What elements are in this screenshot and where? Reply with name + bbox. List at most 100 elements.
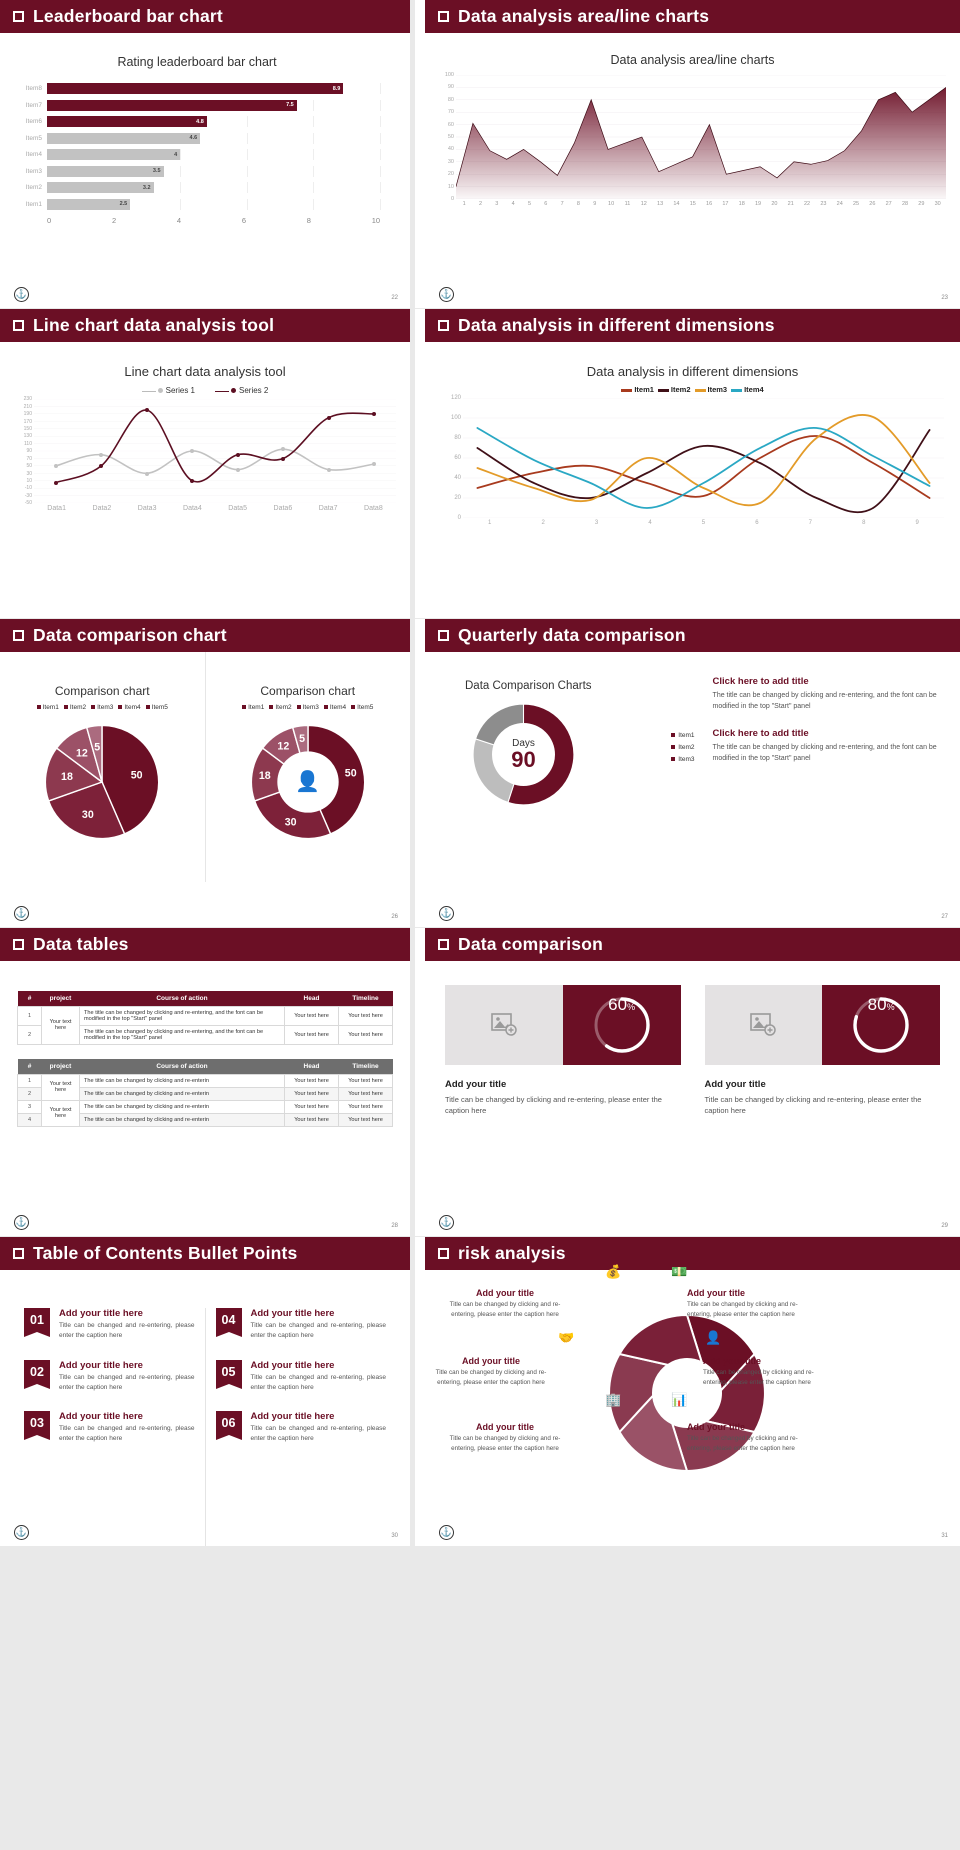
data-table-1[interactable]: # project Course of action Head Timeline 1 You… — [17, 990, 393, 1045]
risk-label[interactable]: Add your title Title can be changed by cl… — [447, 1422, 563, 1453]
svg-text:30: 30 — [284, 816, 296, 828]
bullet-square-icon — [13, 629, 24, 641]
legend-item[interactable]: Item3 — [671, 756, 695, 763]
table-row[interactable]: 4 The title can be changed by clicking an… — [17, 1112, 393, 1127]
card-title[interactable]: Add your title — [445, 1078, 507, 1090]
legend-item[interactable]: Item2 — [269, 704, 292, 711]
risk-title[interactable]: Add your title — [476, 1288, 534, 1299]
legend-item[interactable]: Item3 — [296, 704, 319, 711]
cell-action: The title can be changed by clicking and… — [79, 1005, 285, 1026]
toc-title[interactable]: Add your title here — [59, 1359, 143, 1371]
slide-linetool[interactable]: Line chart data analysis tool Line chart… — [0, 309, 410, 618]
toc-text: Title can be changed and re-entering, pl… — [250, 1425, 387, 1443]
card-title[interactable]: Add your title — [704, 1078, 766, 1090]
legend-item[interactable]: Item2 — [657, 385, 691, 394]
quarterly-donut-chart: Days 90 — [471, 702, 576, 807]
page-number: 26 — [391, 913, 398, 920]
slide-comparison[interactable]: Data comparison chart Comparison chart I… — [0, 618, 410, 927]
toc-item[interactable]: 05 Add your title here Title can be change… — [215, 1359, 386, 1393]
toc-title[interactable]: Add your title here — [250, 1308, 335, 1320]
legend-item[interactable]: Item4 — [323, 704, 346, 711]
risk-title[interactable]: Add your title — [476, 1422, 534, 1433]
percent-unit: % — [627, 1001, 636, 1012]
toc-title[interactable]: Add your title here — [250, 1411, 335, 1423]
slide-toc[interactable]: Table of Contents Bullet Points 01 Add yo… — [0, 1237, 410, 1546]
axis-tick: 190 — [23, 411, 32, 418]
table-header-cell: # — [17, 1058, 42, 1075]
legend-item[interactable]: Item2 — [671, 744, 695, 751]
legend-item[interactable]: Item5 — [145, 704, 168, 711]
toc-item[interactable]: 06 Add your title here Title can be change… — [215, 1411, 387, 1444]
legend-item[interactable]: Item1 — [621, 385, 654, 394]
risk-title[interactable]: Add your title — [462, 1356, 520, 1367]
risk-label[interactable]: Add your title Title can be changed by cl… — [447, 1288, 563, 1319]
data-table-2[interactable]: # project Course of action Head Timeline 1 You… — [17, 1058, 393, 1127]
table-row[interactable]: 1 Your text here The title can be changed … — [17, 1073, 393, 1101]
table-row[interactable]: 1 Your text here The title can be changed … — [17, 1005, 393, 1045]
bullet-square-icon — [13, 938, 24, 950]
toc-number: 02 — [24, 1359, 50, 1389]
bar-fill: 3.5 — [47, 165, 164, 177]
legend-series-2[interactable]: Series 2 — [215, 386, 268, 395]
axis-tick: 8 — [576, 201, 580, 207]
cell-num: 2 — [17, 1024, 42, 1045]
legend-item[interactable]: Item2 — [63, 704, 86, 711]
risk-label[interactable]: Add your title Title can be changed by cl… — [687, 1422, 803, 1453]
slide-tables[interactable]: Data tables # project Course of action Head… — [0, 927, 410, 1237]
svg-text:50: 50 — [131, 769, 143, 781]
slide-risk[interactable]: risk analysis 💰 💵 🤝 👤 🏢 📊 Add your title Title … — [415, 1237, 960, 1546]
risk-title[interactable]: Add your title — [687, 1288, 745, 1299]
toc-item[interactable]: 01 Add your title here Title can be change… — [24, 1308, 195, 1341]
legend-item[interactable]: Item3 — [91, 704, 113, 711]
slide-area[interactable]: Data analysis area/line charts Data anal… — [415, 0, 960, 309]
legend-item[interactable]: Item5 — [351, 704, 373, 711]
cell-action: The title can be changed by clicking and… — [79, 1073, 285, 1088]
legend-item[interactable]: Item4 — [731, 385, 764, 394]
data-point — [144, 408, 149, 413]
pie-chart-icon: 📊 — [671, 1392, 688, 1408]
legend-item[interactable]: Item1 — [242, 704, 264, 711]
axis-tick: 10 — [26, 478, 32, 485]
data-point — [372, 462, 377, 467]
toc-title[interactable]: Add your title here — [59, 1411, 143, 1423]
toc-title[interactable]: Add your title here — [59, 1308, 143, 1320]
toc-number: 06 — [215, 1411, 242, 1441]
bar-fill: 2.5 — [47, 198, 131, 210]
slide-datacomp[interactable]: Data comparison 60% Add your title Title c… — [415, 927, 960, 1237]
table-row[interactable]: 3 Your text here The title can be changed … — [17, 1099, 393, 1127]
risk-label[interactable]: Add your title Title can be changed by cl… — [703, 1356, 819, 1387]
legend-item[interactable]: Item1 — [671, 732, 695, 739]
person-icon: 👤 — [705, 1330, 722, 1346]
legend-item[interactable]: Item1 — [36, 704, 59, 711]
legend-item[interactable]: Item3 — [694, 385, 727, 394]
toc-item[interactable]: 02 Add your title here Title can be change… — [24, 1359, 195, 1393]
risk-label[interactable]: Add your title Title can be changed by cl… — [687, 1288, 803, 1319]
toc-item[interactable]: 03 Add your title here Title can be change… — [24, 1411, 195, 1444]
cell-num: 4 — [17, 1112, 42, 1127]
slide-dimensions[interactable]: Data analysis in different dimensions Da… — [415, 309, 960, 618]
cell-head: Your text here — [284, 1086, 339, 1101]
slide-leaderboard[interactable]: Leaderboard bar chart Rating leaderboard… — [0, 0, 410, 309]
toc-title[interactable]: Add your title here — [250, 1359, 335, 1371]
risk-title[interactable]: Add your title — [703, 1356, 761, 1367]
axis-tick: 50 — [447, 134, 454, 140]
axis-tick: 23 — [820, 201, 827, 207]
chart-title: Line chart data analysis tool — [124, 364, 286, 380]
table-row[interactable]: 2 The title can be changed by clicking an… — [17, 1024, 393, 1045]
block-title[interactable]: Click here to add title — [712, 675, 809, 687]
axis-tick: -30 — [24, 492, 32, 499]
table-row[interactable]: 2 The title can be changed by clicking an… — [17, 1086, 393, 1101]
image-placeholder-icon[interactable] — [445, 984, 563, 1065]
axis-tick: Data1 — [47, 505, 66, 513]
risk-title[interactable]: Add your title — [687, 1422, 745, 1433]
legend-series-1[interactable]: Series 1 — [141, 386, 195, 395]
block-title[interactable]: Click here to add title — [712, 728, 809, 740]
slide-quarterly[interactable]: Quarterly data comparison Data Compariso… — [415, 618, 960, 927]
toc-item[interactable]: 04 Add your title here Title can be change… — [215, 1308, 386, 1341]
axis-tick: 60 — [447, 121, 454, 128]
risk-label[interactable]: Add your title Title can be changed by cl… — [433, 1356, 549, 1387]
image-placeholder-icon[interactable] — [704, 984, 823, 1065]
legend-item[interactable]: Item4 — [118, 704, 141, 711]
axis-tick: Data3 — [137, 505, 157, 513]
